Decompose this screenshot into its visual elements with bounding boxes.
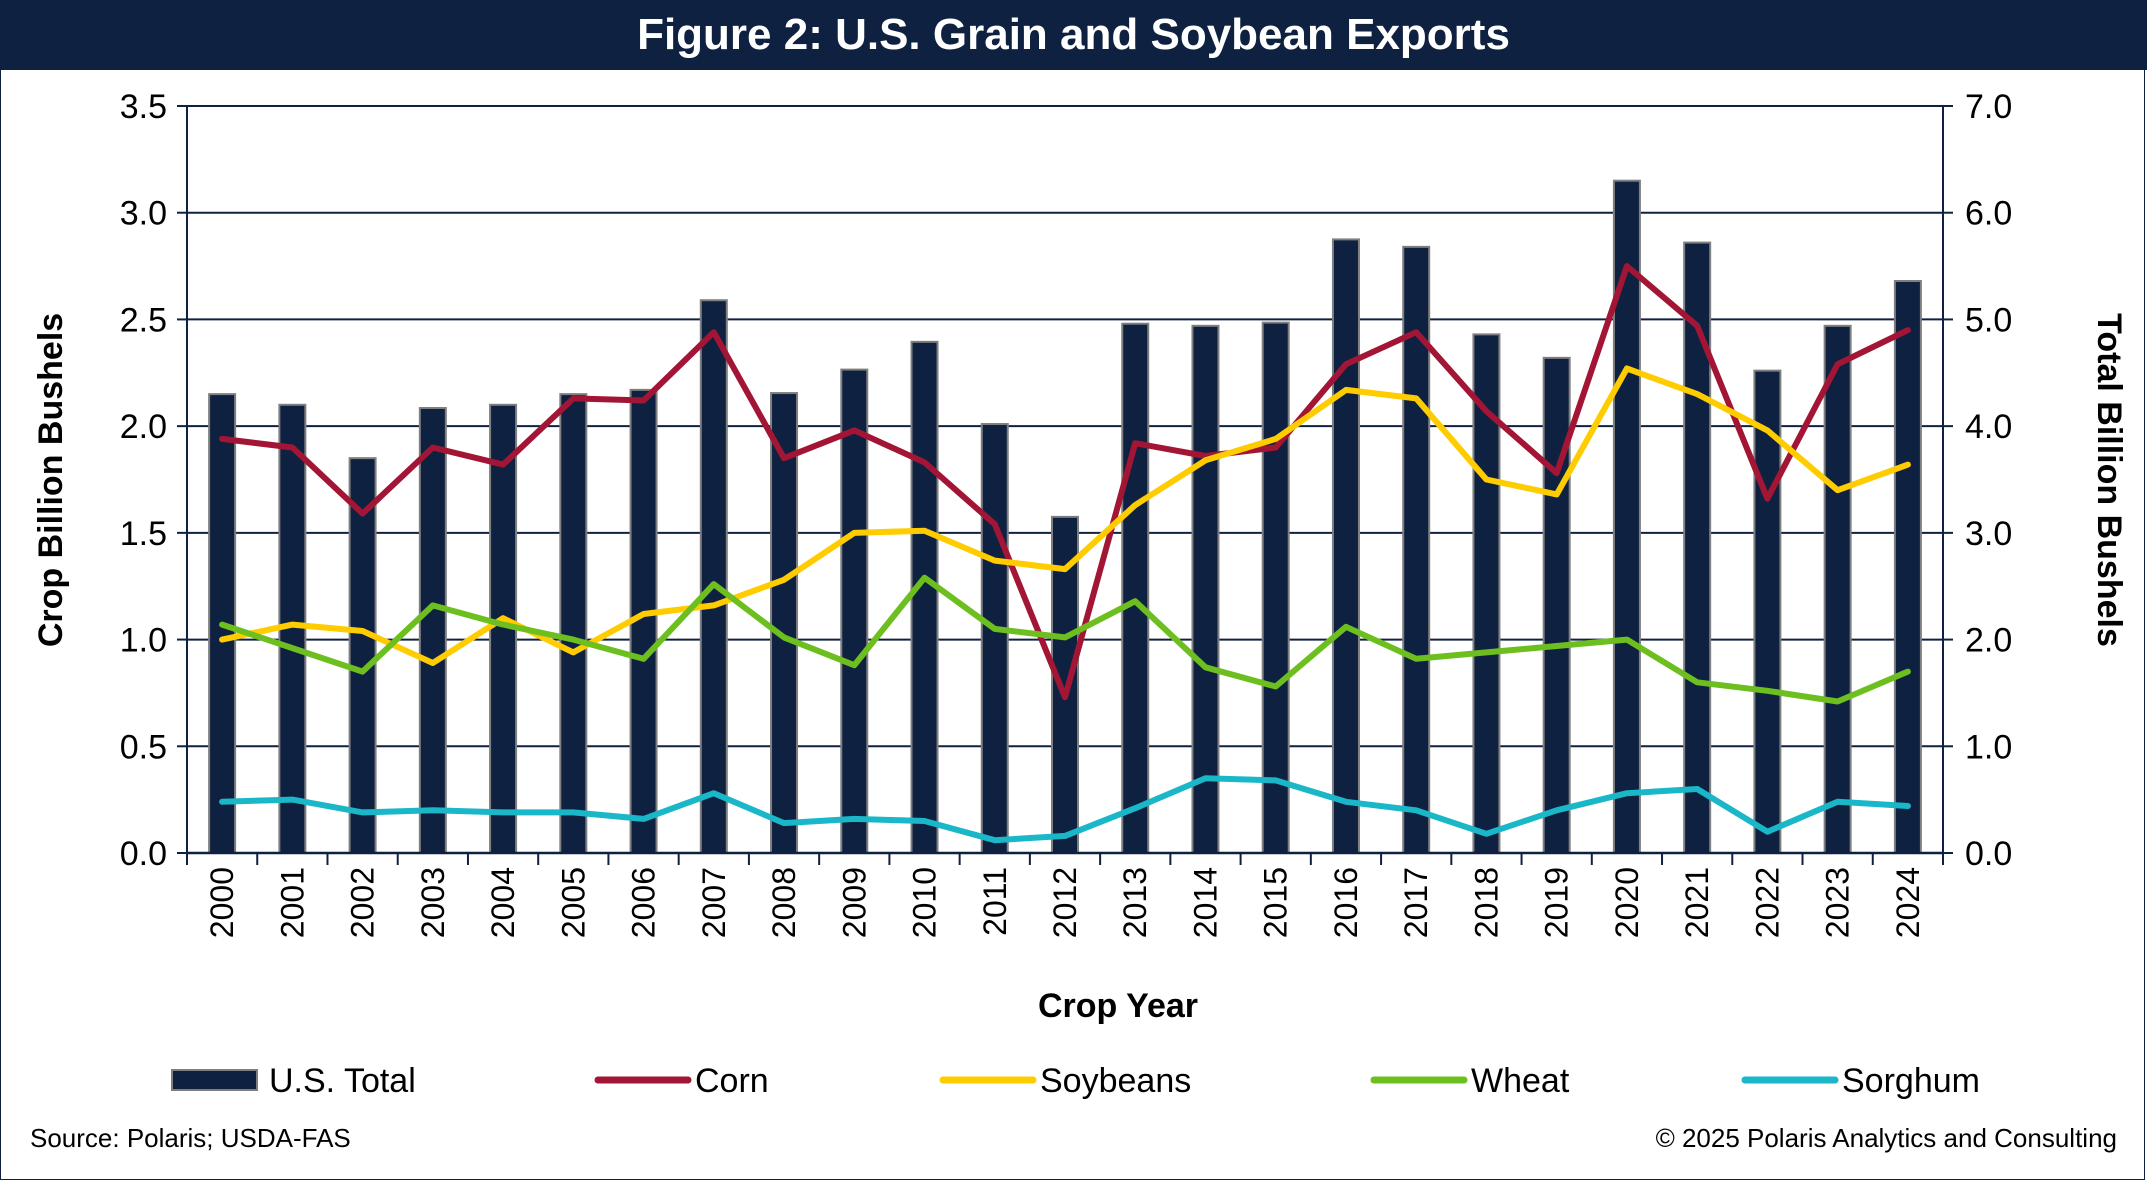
y2-tick-label: 4.0 [1965,408,2012,446]
bar-us-total [910,340,939,854]
axes: 0.0 0.5 1.0 1.5 2.0 2.5 3.0 3.5 0.0 1.0 2.0 3.0 4.0 5… [32,88,2128,1025]
x-tick-label: 2000 [204,867,240,938]
legend-label-wheat: Wheat [1471,1062,1570,1100]
y-tick-label: 1.5 [120,515,167,553]
legend-label-sorghum: Sorghum [1842,1062,1980,1100]
x-tick-label: 2011 [977,867,1013,936]
bar-us-total [699,299,728,855]
y2-tick-label: 6.0 [1965,195,2012,233]
x-tick-label: 2006 [626,867,662,938]
x-tick-label: 2010 [907,867,943,938]
x-tick-label: 2018 [1468,867,1504,938]
x-tick-label: 2017 [1398,867,1434,938]
bar-us-total [348,457,377,854]
bar-us-total [980,423,1009,854]
series-line-soybeans [219,365,1911,666]
x-tick-label: 2016 [1328,867,1364,938]
series-line-sorghum [219,775,1911,844]
legend: U.S. Total Corn Soybeans Wheat Sorghum [171,1062,1980,1100]
x-tick-label: 2003 [415,867,451,938]
bar-us-total [1191,324,1220,854]
bar-us-total [1753,369,1782,854]
source-note: Source: Polaris; USDA-FAS [30,1123,351,1153]
y2-tick-label: 5.0 [1965,301,2012,339]
legend-label-corn: Corn [695,1062,769,1100]
y2-tick-label: 7.0 [1965,88,2012,126]
y-tick-label: 0.5 [120,728,167,766]
x-tick-label: 2004 [485,867,521,938]
x-tick-label: 2013 [1117,867,1153,938]
x-tick-label: 2022 [1749,867,1785,938]
bar-us-total [1542,356,1571,854]
x-tick-label: 2007 [696,867,732,938]
legend-label-u-s-total: U.S. Total [269,1062,416,1100]
bar-us-total [1051,515,1079,854]
y-axis-title: Crop Billion Bushels [32,313,70,647]
bar-us-total [1612,179,1641,854]
x-tick-label: 2019 [1539,867,1575,938]
bar-us-total [1683,241,1712,854]
x-tick-label: 2002 [345,867,381,938]
y2-tick-label: 0.0 [1965,835,2012,873]
y-tick-label: 0.0 [120,835,167,873]
series-line-corn [219,263,1911,701]
y2-tick-label: 1.0 [1965,728,2012,766]
x-axis-title: Crop Year [1038,987,1198,1025]
y2-tick-label: 3.0 [1965,515,2012,553]
x-tick-label: 2021 [1679,867,1715,938]
x-tick-label: 2005 [555,867,591,938]
x-tick-label: 2009 [836,867,872,938]
y-tick-label: 2.0 [120,408,167,446]
bar-us-total [1331,238,1360,854]
series-lines [219,263,1911,844]
bar-us-total [1402,245,1431,854]
bar-us-total [1121,322,1150,854]
x-tick-label: 2014 [1187,867,1223,938]
bar-us-total [418,407,447,854]
y-tick-label: 2.5 [120,301,167,339]
x-tick-label: 2024 [1890,867,1926,938]
series-line-wheat [219,574,1911,705]
bar-us-total [840,368,869,854]
bar-us-total [559,393,588,854]
x-tick-label: 2012 [1047,867,1083,938]
bar-us-total [1823,324,1852,854]
x-tick-label: 2023 [1820,867,1856,938]
y-tick-label: 3.5 [120,88,167,126]
x-tick-label: 2020 [1609,867,1645,938]
bar-us-total [1261,321,1290,854]
y-tick-label: 3.0 [120,195,167,233]
bars [208,179,1922,855]
legend-label-soybeans: Soybeans [1040,1062,1191,1100]
y-tick-label: 1.0 [120,622,167,660]
legend-swatch-u-s-total [171,1069,258,1091]
bar-us-total [770,392,799,854]
x-tick-label: 2008 [766,867,802,938]
x-tick-label: 2001 [274,867,310,938]
copyright-note: © 2025 Polaris Analytics and Consulting [1655,1123,2117,1153]
y2-tick-label: 2.0 [1965,622,2012,660]
y2-axis-title: Total Billion Bushels [2090,313,2128,647]
chart-title: Figure 2: U.S. Grain and Soybean Exports [0,0,2147,70]
bar-us-total [1893,280,1922,854]
x-tick-label: 2015 [1258,867,1294,938]
